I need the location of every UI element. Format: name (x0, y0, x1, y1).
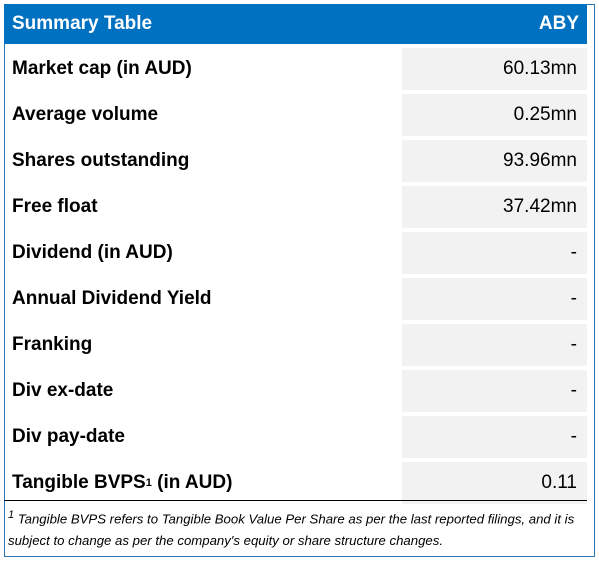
table-title: Summary Table (12, 13, 153, 34)
row-value: - (402, 370, 587, 412)
row-value: - (402, 324, 587, 366)
footnote-text: Tangible BVPS refers to Tangible Book Va… (8, 511, 575, 549)
table-row-div-pay-date: Div pay-date - (4, 416, 587, 458)
row-value: 60.13mn (402, 48, 587, 90)
table-row-div-ex-date: Div ex-date - (4, 370, 587, 412)
table-row-free-float: Free float 37.42mn (4, 186, 587, 228)
footnote-marker: 1 (8, 509, 15, 521)
row-label: Annual Dividend Yield (12, 288, 212, 309)
row-label-main: Tangible BVPS (12, 472, 146, 493)
row-label: Dividend (in AUD) (12, 242, 173, 263)
row-value: - (402, 232, 587, 274)
row-label: Average volume (12, 104, 159, 125)
footnote: 1 Tangible BVPS refers to Tangible Book … (8, 504, 588, 552)
table-row-dividend: Dividend (in AUD) - (4, 232, 587, 274)
row-label: Franking (12, 334, 93, 355)
row-value: 93.96mn (402, 140, 587, 182)
row-value: - (402, 278, 587, 320)
table-row-market-cap: Market cap (in AUD) 60.13mn (4, 48, 587, 90)
row-label: Div ex-date (12, 380, 114, 401)
ticker-label: ABY (538, 13, 579, 34)
row-label: Free float (12, 196, 98, 217)
row-value: - (402, 416, 587, 458)
table-row-tangible-bvps: Tangible BVPS 1 (in AUD) 0.11 (4, 462, 587, 504)
row-value: 0.11 (402, 462, 587, 504)
row-label: Tangible BVPS 1 (in AUD) (4, 462, 402, 504)
table-row-franking: Franking - (4, 324, 587, 366)
row-value: 0.25mn (402, 94, 587, 136)
row-value: 37.42mn (402, 186, 587, 228)
table-row-shares-outstanding: Shares outstanding 93.96mn (4, 140, 587, 182)
row-label: Market cap (in AUD) (12, 58, 192, 79)
row-label: Div pay-date (12, 426, 125, 447)
table-header: Summary Table ABY (4, 4, 587, 44)
row-label: Shares outstanding (12, 150, 190, 171)
table-row-annual-dividend-yield: Annual Dividend Yield - (4, 278, 587, 320)
footnote-reference: 1 (145, 477, 152, 489)
row-label-suffix: (in AUD) (151, 472, 233, 493)
footnote-divider (4, 500, 587, 501)
table-row-average-volume: Average volume 0.25mn (4, 94, 587, 136)
